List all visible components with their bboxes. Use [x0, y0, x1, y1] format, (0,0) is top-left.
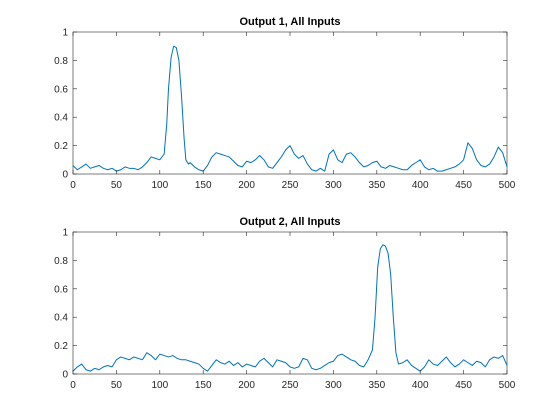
x-tick-label: 200: [238, 180, 255, 191]
y-tick-label: 0: [62, 170, 68, 181]
y-tick-label: 0.8: [54, 56, 68, 67]
series-line-0: [72, 45, 508, 172]
x-tick-label: 450: [455, 380, 472, 391]
axes-box: [72, 31, 508, 175]
chart-title: Output 1, All Inputs: [239, 16, 340, 28]
x-tick-label: 100: [151, 380, 168, 391]
y-tick-label: 0.4: [54, 113, 68, 124]
y-tick-label: 0.2: [54, 341, 68, 352]
chart-title: Output 2, All Inputs: [239, 216, 340, 228]
x-tick-label: 400: [412, 380, 429, 391]
x-tick-label: 0: [70, 380, 76, 391]
x-tick-label: 300: [325, 180, 342, 191]
x-tick-label: 350: [368, 180, 385, 191]
x-tick-label: 400: [412, 180, 429, 191]
y-tick-label: 0.2: [54, 141, 68, 152]
subplot-output-2: 0 50 100 150 200 250 300 350 400 450 500 0 0.2 0.4 0.6…: [54, 216, 516, 391]
y-tick-label: 1: [62, 28, 68, 39]
x-tick-label: 0: [70, 180, 76, 191]
x-tick-label: 350: [368, 380, 385, 391]
x-tick-label: 200: [238, 380, 255, 391]
x-tick-label: 450: [455, 180, 472, 191]
y-tick-label: 0: [62, 370, 68, 381]
x-tick-label: 500: [499, 380, 516, 391]
x-tick-label: 100: [151, 180, 168, 191]
x-tick-label: 500: [499, 180, 516, 191]
y-tick-label: 0.8: [54, 256, 68, 267]
y-tick-label: 1: [62, 228, 68, 239]
subplot-output-1: 0 50 100 150 200 250 300 350 400 450 500 0 0.2 0.4 0.6…: [54, 16, 516, 191]
x-tick-label: 50: [111, 180, 123, 191]
series-line-0: [72, 244, 508, 372]
x-tick-label: 150: [195, 180, 212, 191]
y-tick-label: 0.6: [54, 284, 68, 295]
y-tick-label: 0.6: [54, 84, 68, 95]
x-tick-label: 150: [195, 380, 212, 391]
axes-box: [72, 231, 508, 375]
y-tick-label: 0.4: [54, 313, 68, 324]
x-tick-label: 300: [325, 380, 342, 391]
x-tick-label: 50: [111, 380, 123, 391]
x-tick-label: 250: [282, 180, 299, 191]
x-tick-label: 250: [282, 380, 299, 391]
